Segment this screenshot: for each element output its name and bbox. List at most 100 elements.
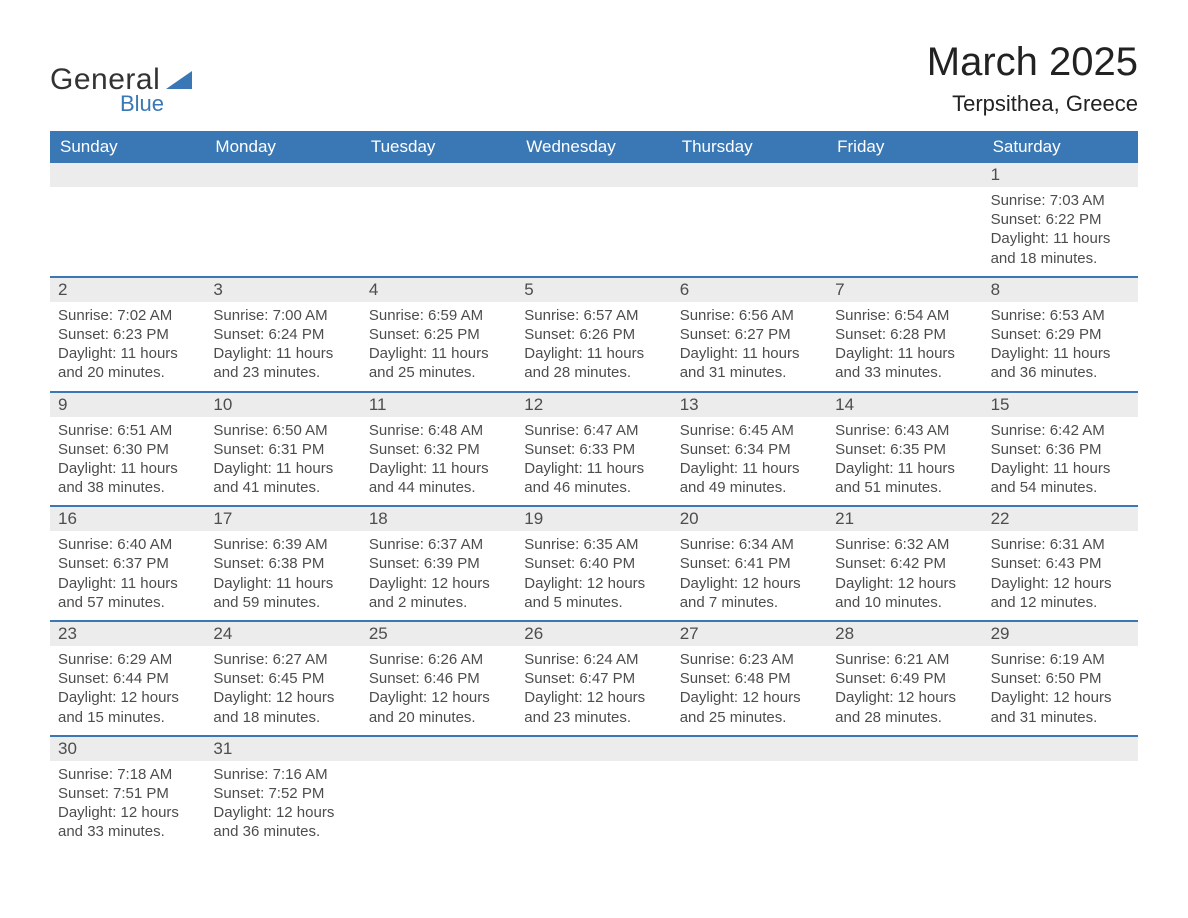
day-details: Sunrise: 7:00 AMSunset: 6:24 PMDaylight:… bbox=[205, 302, 360, 391]
weekday-header: Thursday bbox=[672, 131, 827, 163]
day-details: Sunrise: 6:57 AMSunset: 6:26 PMDaylight:… bbox=[516, 302, 671, 391]
weekday-header: Wednesday bbox=[516, 131, 671, 163]
calendar-cell: 4Sunrise: 6:59 AMSunset: 6:25 PMDaylight… bbox=[361, 276, 516, 391]
calendar-cell: 23Sunrise: 6:29 AMSunset: 6:44 PMDayligh… bbox=[50, 620, 205, 735]
day-number: 25 bbox=[361, 622, 516, 646]
header: General Blue March 2025 Terpsithea, Gree… bbox=[50, 40, 1138, 117]
calendar-grid: SundayMondayTuesdayWednesdayThursdayFrid… bbox=[50, 131, 1138, 850]
day-details bbox=[827, 761, 982, 849]
calendar-cell: 6Sunrise: 6:56 AMSunset: 6:27 PMDaylight… bbox=[672, 276, 827, 391]
weekday-header: Tuesday bbox=[361, 131, 516, 163]
day-number: 8 bbox=[983, 278, 1138, 302]
day-details: Sunrise: 6:39 AMSunset: 6:38 PMDaylight:… bbox=[205, 531, 360, 620]
day-details: Sunrise: 6:47 AMSunset: 6:33 PMDaylight:… bbox=[516, 417, 671, 506]
calendar-cell: 29Sunrise: 6:19 AMSunset: 6:50 PMDayligh… bbox=[983, 620, 1138, 735]
calendar-cell: 16Sunrise: 6:40 AMSunset: 6:37 PMDayligh… bbox=[50, 505, 205, 620]
day-details bbox=[205, 187, 360, 275]
calendar-cell: 13Sunrise: 6:45 AMSunset: 6:34 PMDayligh… bbox=[672, 391, 827, 506]
month-title: March 2025 bbox=[927, 40, 1138, 85]
brand-triangle-icon bbox=[166, 71, 192, 89]
day-details: Sunrise: 6:50 AMSunset: 6:31 PMDaylight:… bbox=[205, 417, 360, 506]
day-details: Sunrise: 6:40 AMSunset: 6:37 PMDaylight:… bbox=[50, 531, 205, 620]
day-number: 12 bbox=[516, 393, 671, 417]
calendar-cell bbox=[983, 735, 1138, 850]
calendar-cell bbox=[827, 163, 982, 276]
day-number: 14 bbox=[827, 393, 982, 417]
day-details: Sunrise: 6:21 AMSunset: 6:49 PMDaylight:… bbox=[827, 646, 982, 735]
day-number bbox=[827, 163, 982, 187]
day-number bbox=[983, 737, 1138, 761]
calendar-cell: 31Sunrise: 7:16 AMSunset: 7:52 PMDayligh… bbox=[205, 735, 360, 850]
day-details: Sunrise: 6:48 AMSunset: 6:32 PMDaylight:… bbox=[361, 417, 516, 506]
day-details bbox=[361, 761, 516, 849]
day-details: Sunrise: 6:45 AMSunset: 6:34 PMDaylight:… bbox=[672, 417, 827, 506]
calendar-cell: 27Sunrise: 6:23 AMSunset: 6:48 PMDayligh… bbox=[672, 620, 827, 735]
day-details bbox=[672, 761, 827, 849]
day-details bbox=[516, 761, 671, 849]
day-number: 9 bbox=[50, 393, 205, 417]
day-details: Sunrise: 6:42 AMSunset: 6:36 PMDaylight:… bbox=[983, 417, 1138, 506]
day-number: 22 bbox=[983, 507, 1138, 531]
calendar-cell bbox=[516, 163, 671, 276]
calendar-cell: 19Sunrise: 6:35 AMSunset: 6:40 PMDayligh… bbox=[516, 505, 671, 620]
day-number: 21 bbox=[827, 507, 982, 531]
day-number bbox=[827, 737, 982, 761]
weekday-header: Monday bbox=[205, 131, 360, 163]
day-details: Sunrise: 6:19 AMSunset: 6:50 PMDaylight:… bbox=[983, 646, 1138, 735]
calendar-cell bbox=[672, 163, 827, 276]
day-number: 5 bbox=[516, 278, 671, 302]
day-number bbox=[50, 163, 205, 187]
calendar-cell bbox=[205, 163, 360, 276]
weekday-header: Sunday bbox=[50, 131, 205, 163]
day-details: Sunrise: 6:31 AMSunset: 6:43 PMDaylight:… bbox=[983, 531, 1138, 620]
location-label: Terpsithea, Greece bbox=[927, 91, 1138, 117]
calendar-cell: 20Sunrise: 6:34 AMSunset: 6:41 PMDayligh… bbox=[672, 505, 827, 620]
day-details bbox=[50, 187, 205, 275]
weekday-header: Saturday bbox=[983, 131, 1138, 163]
day-details: Sunrise: 6:35 AMSunset: 6:40 PMDaylight:… bbox=[516, 531, 671, 620]
day-details: Sunrise: 6:29 AMSunset: 6:44 PMDaylight:… bbox=[50, 646, 205, 735]
calendar-cell: 18Sunrise: 6:37 AMSunset: 6:39 PMDayligh… bbox=[361, 505, 516, 620]
calendar-cell: 1Sunrise: 7:03 AMSunset: 6:22 PMDaylight… bbox=[983, 163, 1138, 276]
day-details: Sunrise: 6:51 AMSunset: 6:30 PMDaylight:… bbox=[50, 417, 205, 506]
day-details: Sunrise: 6:56 AMSunset: 6:27 PMDaylight:… bbox=[672, 302, 827, 391]
day-number: 19 bbox=[516, 507, 671, 531]
day-number bbox=[361, 737, 516, 761]
day-number: 6 bbox=[672, 278, 827, 302]
day-number: 18 bbox=[361, 507, 516, 531]
day-number: 3 bbox=[205, 278, 360, 302]
day-details: Sunrise: 7:16 AMSunset: 7:52 PMDaylight:… bbox=[205, 761, 360, 850]
calendar-cell: 8Sunrise: 6:53 AMSunset: 6:29 PMDaylight… bbox=[983, 276, 1138, 391]
day-number: 1 bbox=[983, 163, 1138, 187]
calendar-cell bbox=[50, 163, 205, 276]
day-details bbox=[827, 187, 982, 275]
calendar-cell: 12Sunrise: 6:47 AMSunset: 6:33 PMDayligh… bbox=[516, 391, 671, 506]
day-details: Sunrise: 6:24 AMSunset: 6:47 PMDaylight:… bbox=[516, 646, 671, 735]
calendar-cell: 7Sunrise: 6:54 AMSunset: 6:28 PMDaylight… bbox=[827, 276, 982, 391]
calendar-cell: 15Sunrise: 6:42 AMSunset: 6:36 PMDayligh… bbox=[983, 391, 1138, 506]
day-details bbox=[516, 187, 671, 275]
calendar-cell: 3Sunrise: 7:00 AMSunset: 6:24 PMDaylight… bbox=[205, 276, 360, 391]
day-number: 29 bbox=[983, 622, 1138, 646]
brand-logo: General Blue bbox=[50, 63, 192, 117]
day-details: Sunrise: 6:53 AMSunset: 6:29 PMDaylight:… bbox=[983, 302, 1138, 391]
day-number: 28 bbox=[827, 622, 982, 646]
brand-word-2: Blue bbox=[120, 91, 164, 117]
day-details bbox=[983, 761, 1138, 849]
day-number: 16 bbox=[50, 507, 205, 531]
day-details: Sunrise: 7:03 AMSunset: 6:22 PMDaylight:… bbox=[983, 187, 1138, 276]
calendar-cell bbox=[361, 163, 516, 276]
day-details: Sunrise: 6:27 AMSunset: 6:45 PMDaylight:… bbox=[205, 646, 360, 735]
calendar-cell: 14Sunrise: 6:43 AMSunset: 6:35 PMDayligh… bbox=[827, 391, 982, 506]
calendar-cell: 11Sunrise: 6:48 AMSunset: 6:32 PMDayligh… bbox=[361, 391, 516, 506]
day-number: 4 bbox=[361, 278, 516, 302]
title-block: March 2025 Terpsithea, Greece bbox=[927, 40, 1138, 117]
day-details: Sunrise: 6:59 AMSunset: 6:25 PMDaylight:… bbox=[361, 302, 516, 391]
day-details: Sunrise: 7:18 AMSunset: 7:51 PMDaylight:… bbox=[50, 761, 205, 850]
calendar-cell bbox=[827, 735, 982, 850]
day-number: 27 bbox=[672, 622, 827, 646]
calendar-cell: 9Sunrise: 6:51 AMSunset: 6:30 PMDaylight… bbox=[50, 391, 205, 506]
day-number: 24 bbox=[205, 622, 360, 646]
day-number: 17 bbox=[205, 507, 360, 531]
day-details: Sunrise: 6:26 AMSunset: 6:46 PMDaylight:… bbox=[361, 646, 516, 735]
